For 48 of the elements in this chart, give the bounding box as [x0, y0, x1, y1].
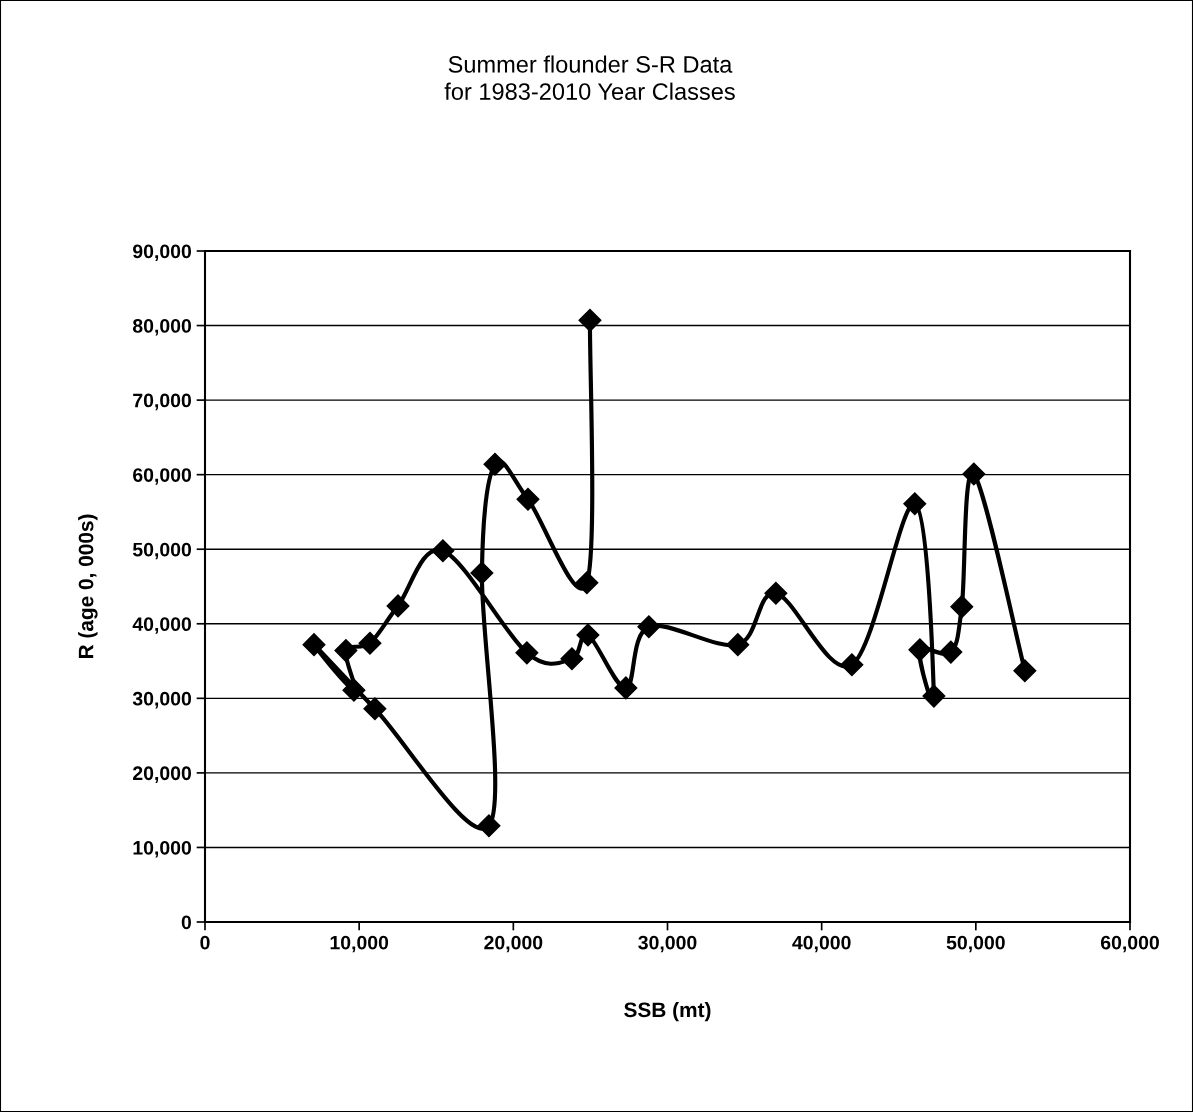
point [962, 462, 986, 486]
point [477, 814, 501, 838]
point [334, 639, 358, 663]
x-tick-label: 0 [200, 935, 210, 950]
point [358, 631, 382, 655]
point [764, 581, 788, 605]
point [515, 641, 539, 665]
point [516, 487, 540, 511]
point [939, 640, 963, 664]
y-tick-label: 30,000 [132, 691, 192, 709]
point [560, 647, 584, 671]
point [342, 678, 366, 702]
point [840, 653, 864, 677]
point [578, 308, 602, 332]
point [903, 492, 927, 516]
point [575, 571, 599, 595]
point [470, 561, 494, 585]
point [950, 595, 974, 619]
x-tick-label: 60,000 [1100, 935, 1159, 953]
point [922, 684, 946, 708]
point [614, 676, 638, 700]
y-tick-label: 50,000 [132, 542, 192, 560]
point [483, 452, 507, 476]
y-tick-label: 10,000 [133, 840, 192, 858]
point [908, 638, 932, 662]
point [726, 633, 750, 657]
y-axis-title: R (age 0, 000s) [78, 514, 98, 659]
y-tick-label: 60,000 [133, 468, 192, 485]
point [431, 539, 455, 563]
x-tick-label: 40,000 [792, 935, 851, 953]
y-tick-label: 20,000 [133, 766, 192, 783]
x-axis-title: SSB (mt) [624, 1001, 711, 1022]
x-tick-label: 10,000 [330, 935, 389, 953]
point [637, 615, 661, 639]
y-tick-label: 80,000 [132, 319, 192, 336]
y-tick-label: 0 [181, 915, 192, 930]
point [386, 594, 410, 618]
point [1013, 659, 1037, 683]
chart-title: Summer flounder S-R Data for 1983-2010 Year Classes [444, 55, 735, 100]
y-tick-label: 70,000 [133, 393, 192, 411]
point [576, 623, 600, 647]
point [302, 633, 326, 657]
x-tick-label: 20,000 [484, 935, 543, 953]
x-tick-label: 30,000 [638, 935, 697, 953]
y-tick-label: 90,000 [133, 244, 192, 262]
x-tick-label: 50,000 [946, 935, 1005, 953]
point [363, 697, 387, 721]
y-tick-label: 40,000 [132, 617, 192, 634]
